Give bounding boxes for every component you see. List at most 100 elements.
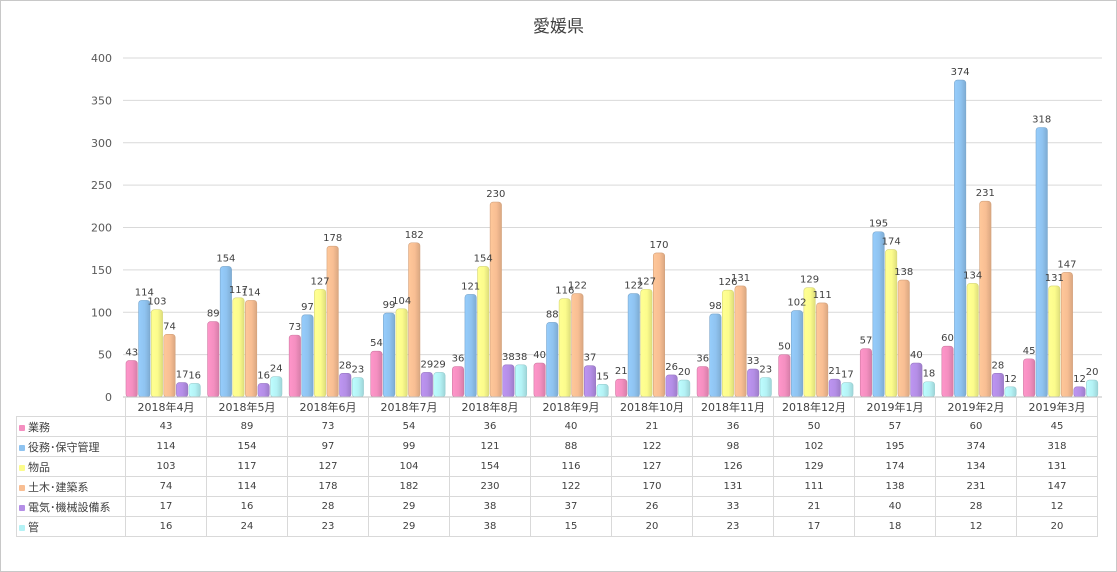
bar [176,382,189,398]
data-label: 74 [163,321,176,332]
bar [696,366,709,398]
data-label: 20 [678,367,691,378]
bar [1023,358,1036,398]
bar [515,364,528,398]
x-tick-label: 2018年6月 [287,397,369,417]
data-label: 43 [125,348,138,359]
bar [245,300,258,398]
bar [979,200,992,398]
bar [859,348,872,398]
data-label: 134 [963,270,982,281]
data-label: 28 [339,360,352,371]
bar [502,364,515,398]
legend-swatch [19,524,25,531]
bar [665,374,678,398]
data-label: 23 [759,365,772,376]
table-cell: 117 [206,456,288,477]
x-tick-label: 2018年5月 [206,397,288,417]
legend-label: 電気･機械設備系 [28,500,111,514]
data-label: 99 [383,300,396,311]
bar [452,366,465,398]
table-cell: 89 [206,416,288,437]
table-cell: 88 [530,436,612,457]
bar [207,321,220,398]
data-label: 117 [229,285,248,296]
data-label: 45 [1023,346,1036,357]
bar [596,383,609,398]
x-tick-label: 2018年12月 [773,397,855,417]
table-cell: 170 [611,476,693,497]
bar [828,378,841,398]
data-label: 29 [433,359,446,370]
bar [897,279,910,398]
table-cell: 129 [773,456,855,477]
bar [721,289,734,398]
table-cell: 50 [773,416,855,437]
bar [433,372,446,398]
data-label: 126 [718,277,737,288]
table-cell: 17 [773,516,855,537]
table-cell: 40 [854,496,936,517]
table-cell: 36 [692,416,774,437]
table-cell: 174 [854,456,936,477]
table-cell: 182 [368,476,450,497]
table-cell: 318 [1016,436,1098,457]
bar [734,285,747,398]
data-label: 38 [515,352,528,363]
table-cell: 15 [530,516,612,537]
bar [759,377,772,398]
data-label: 231 [976,188,995,199]
table-cell: 121 [449,436,531,457]
table-cell: 138 [854,476,936,497]
bar [1048,285,1061,398]
data-label: 60 [941,333,954,344]
x-tick-label: 2019年2月 [935,397,1017,417]
y-tick-label: 400 [91,52,112,65]
table-cell: 127 [611,456,693,477]
data-label: 111 [813,290,832,301]
table-cell: 24 [206,516,288,537]
data-label: 16 [257,370,270,381]
bar [910,362,923,398]
bar [1060,272,1073,398]
x-tick-label: 2019年3月 [1016,397,1098,417]
bar [163,333,176,398]
table-cell: 114 [125,436,207,457]
data-label: 21 [615,366,628,377]
data-label: 318 [1032,114,1051,125]
table-cell: 154 [206,436,288,457]
table-cell: 131 [1016,456,1098,477]
legend-entry: 役務･保守管理 [16,436,126,457]
y-tick-label: 350 [91,94,112,107]
bar [954,79,967,398]
data-label: 17 [176,370,189,381]
x-tick-label: 2018年4月 [125,397,207,417]
table-cell: 98 [692,436,774,457]
data-label: 38 [502,352,515,363]
bar [257,383,270,398]
data-label: 138 [894,267,913,278]
data-label: 20 [1086,367,1099,378]
table-cell: 33 [692,496,774,517]
bar [991,372,1004,398]
table-cell: 23 [692,516,774,537]
table-cell: 12 [1016,496,1098,517]
table-cell: 122 [611,436,693,457]
data-label: 57 [860,336,873,347]
data-label: 103 [147,297,166,308]
table-cell: 114 [206,476,288,497]
table-cell: 45 [1016,416,1098,437]
data-label: 170 [649,240,668,251]
bar [558,298,571,398]
x-tick-label: 2018年7月 [368,397,450,417]
bar [408,242,421,398]
data-label: 374 [951,67,970,78]
data-label: 24 [270,364,283,375]
legend-swatch [19,464,25,471]
bar [790,310,803,398]
legend-entry: 電気･機械設備系 [16,496,126,517]
data-label: 37 [584,353,597,364]
y-tick-label: 100 [91,306,112,319]
data-label: 15 [596,371,609,382]
table-cell: 23 [287,516,369,537]
